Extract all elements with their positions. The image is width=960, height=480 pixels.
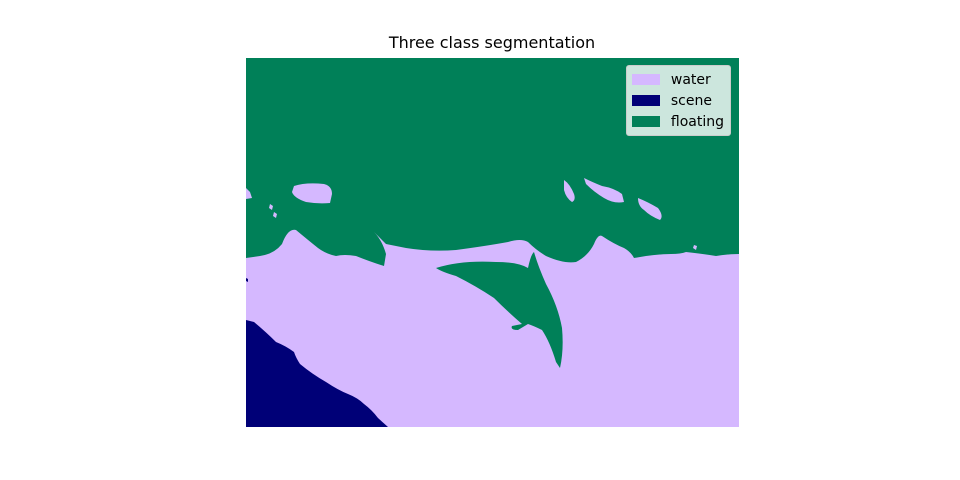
- water-island-3: [584, 178, 624, 203]
- legend-item-water: water: [631, 69, 724, 90]
- water-region: [246, 229, 739, 427]
- legend-item-floating: floating: [631, 111, 724, 132]
- scene-sliver: [246, 278, 248, 282]
- water-island-4: [638, 198, 662, 220]
- water-island-2: [564, 180, 575, 202]
- water-island-8: [693, 245, 697, 250]
- water-island-7: [273, 212, 277, 218]
- legend-item-scene: scene: [631, 90, 724, 111]
- segmentation-image: water scene floating: [246, 58, 739, 427]
- legend-swatch-scene: [631, 95, 660, 106]
- floating-debris-1: [436, 252, 563, 368]
- legend: water scene floating: [625, 65, 731, 136]
- legend-swatch-water: [631, 74, 660, 85]
- legend-label-scene: scene: [670, 92, 712, 109]
- water-island-1: [292, 183, 332, 204]
- legend-label-floating: floating: [670, 113, 724, 130]
- water-island-5: [246, 188, 252, 199]
- legend-label-water: water: [670, 71, 711, 88]
- scene-region: [246, 320, 388, 427]
- plot-title: Three class segmentation: [388, 33, 596, 52]
- legend-swatch-floating: [631, 116, 660, 127]
- water-island-6: [269, 204, 273, 210]
